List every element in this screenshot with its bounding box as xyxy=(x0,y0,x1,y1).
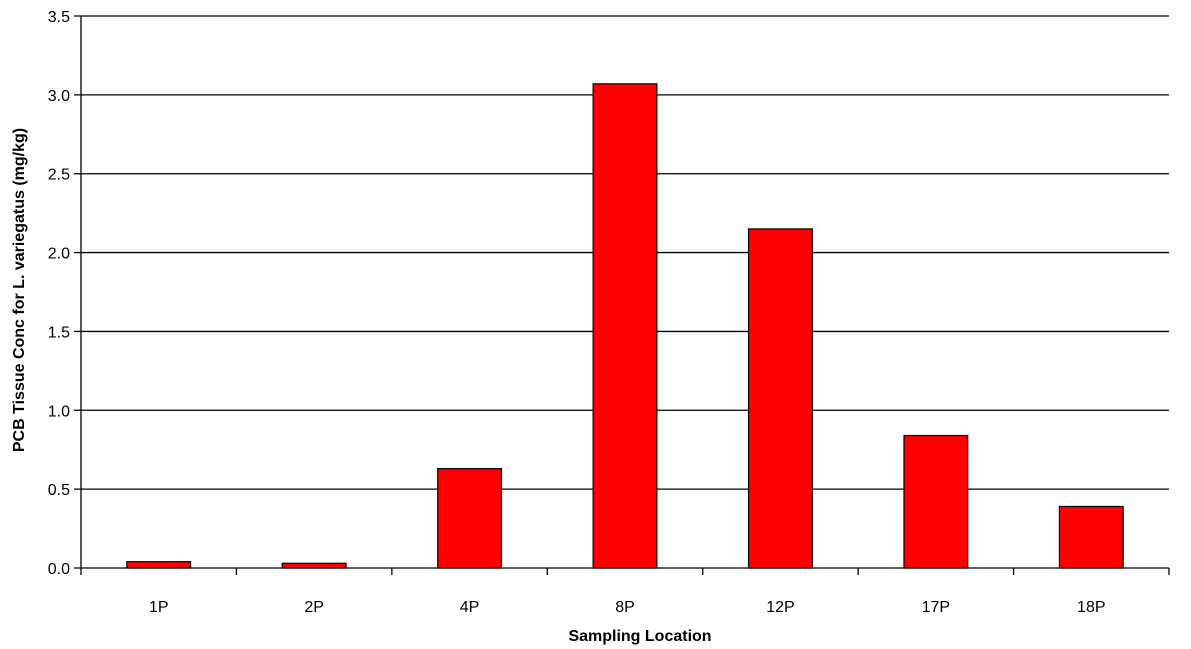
bar-12p xyxy=(747,228,813,569)
x-tick-label: 12P xyxy=(766,599,794,616)
x-tick-label: 2P xyxy=(304,599,324,616)
y-tick-label: 1.0 xyxy=(48,403,70,420)
bar-2p xyxy=(281,562,347,569)
x-tick-label: 17P xyxy=(922,599,950,616)
y-tick-label: 2.5 xyxy=(48,167,70,184)
bar-4p xyxy=(437,468,503,569)
bars xyxy=(126,83,1124,569)
bar-8p xyxy=(592,83,658,569)
y-tick-label: 2.0 xyxy=(48,246,70,263)
x-axis-title: Sampling Location xyxy=(568,628,711,645)
x-tick-label: 4P xyxy=(460,599,480,616)
x-tick-label: 8P xyxy=(615,599,635,616)
axes xyxy=(74,15,1170,575)
y-tick-label: 3.5 xyxy=(48,9,70,26)
y-tick-label: 1.5 xyxy=(48,324,70,341)
x-tick-label: 1P xyxy=(149,599,169,616)
tick-labels: 0.0 0.5 1.0 1.5 2.0 2.5 3.0 3.5 1P 2P 4P 8P 12P 17P 18… xyxy=(48,9,1106,616)
bar-18p xyxy=(1058,505,1124,569)
y-tick-label: 3.0 xyxy=(48,88,70,105)
bar-1p xyxy=(126,561,192,569)
x-tick-label: 18P xyxy=(1077,599,1105,616)
y-axis-title: PCB Tissue Conc for L. variegatus (mg/kg… xyxy=(11,128,28,452)
bar-17p xyxy=(903,434,969,569)
y-tick-label: 0.0 xyxy=(48,561,70,578)
y-tick-label: 0.5 xyxy=(48,482,70,499)
